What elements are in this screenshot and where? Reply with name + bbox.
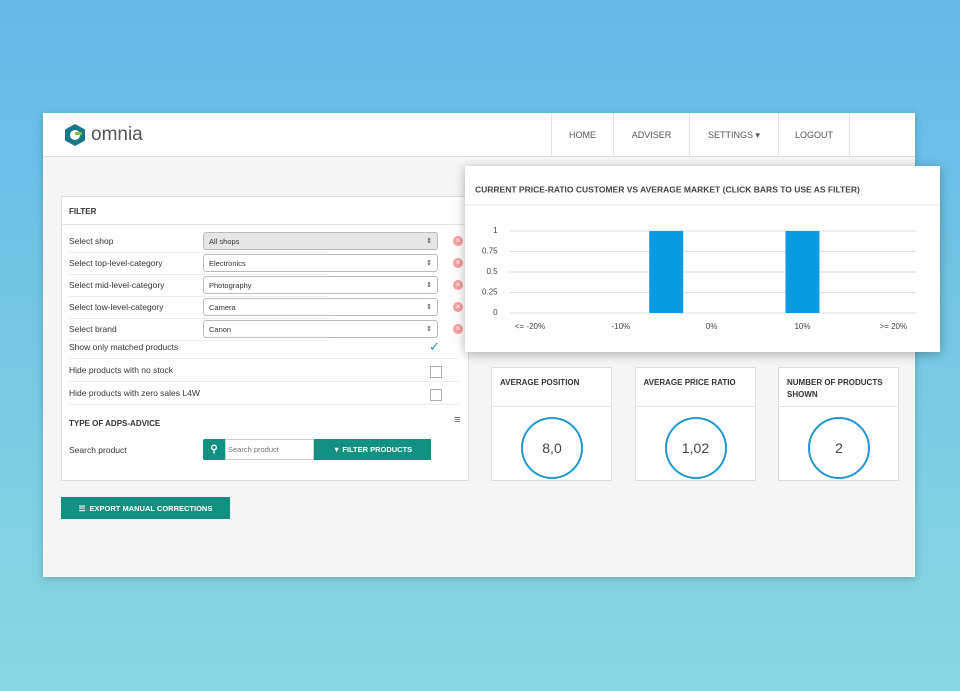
button-label: EXPORT MANUAL CORRECTIONS [89, 503, 213, 513]
bar[interactable] [649, 231, 684, 313]
divider [62, 224, 468, 225]
nav-item[interactable]: LOGOUT [778, 113, 850, 157]
select-arrow: ⇕ [426, 326, 432, 333]
x-tick-label: <= -20% [515, 322, 545, 331]
y-tick-label: 1 [493, 226, 498, 235]
stat-title: AVERAGE POSITION [500, 378, 580, 387]
nav-item[interactable]: ADVISER [613, 113, 689, 157]
nav-label: SETTINGS [707, 130, 753, 140]
button-label: FILTER PRODUCTS [342, 445, 413, 454]
stat-value: 1,02 [664, 417, 727, 479]
divider [779, 406, 898, 407]
divider [69, 404, 459, 405]
select[interactable]: Canon ⇕ [203, 320, 438, 338]
stat-value: 8,0 [521, 417, 583, 479]
stat-card: AVERAGE PRICE RATIO 1,02 [634, 367, 756, 481]
search-button[interactable]: ⚲ [203, 439, 225, 460]
checkbox[interactable] [430, 389, 442, 401]
divider [69, 358, 459, 359]
logo-icon [65, 124, 85, 146]
filter-button[interactable]: ▼ FILTER PRODUCTS [314, 439, 431, 460]
x-tick-label: -10% [611, 322, 630, 331]
check-label: Hide products with no stock [69, 365, 173, 375]
select-value: All shops [209, 237, 240, 246]
x-tick-label: 10% [794, 322, 810, 331]
stat-card: AVERAGE POSITION 8,0 [491, 367, 612, 481]
chart-popup: CURRENT PRICE-RATIO CUSTOMER VS AVERAGE … [465, 166, 940, 352]
y-tick-label: 0.75 [482, 247, 498, 256]
check-label: Show only matched products [69, 342, 179, 352]
chart: CURRENT PRICE-RATIO CUSTOMER VS AVERAGE … [465, 184, 940, 331]
stat-card: NUMBER OF PRODUCTS SHOWN 2 [778, 367, 899, 481]
select-value: Electronics [209, 259, 246, 268]
nav-item[interactable]: SETTINGS ▾ [689, 113, 778, 157]
select[interactable]: Photography ⇕ [203, 276, 438, 294]
stat-title: AVERAGE PRICE RATIO [643, 378, 736, 387]
search-input[interactable] [225, 439, 314, 460]
checkmark[interactable]: ✓ [429, 339, 440, 354]
check-label: Hide products with zero sales L4W [69, 388, 200, 398]
x-tick-label: 0% [706, 322, 718, 331]
select-arrow: ⇕ [426, 304, 432, 311]
divider [69, 318, 329, 319]
select[interactable]: All shops ⇕ [203, 232, 438, 250]
select[interactable]: Electronics ⇕ [203, 254, 438, 272]
stat-value: 2 [808, 417, 870, 479]
bar[interactable] [785, 231, 820, 313]
select-value: Photography [209, 281, 252, 290]
chart-title: CURRENT PRICE-RATIO CUSTOMER VS AVERAGE … [475, 184, 860, 194]
checkbox[interactable] [430, 366, 442, 378]
divider [69, 381, 459, 382]
divider [69, 340, 329, 341]
clear-icon[interactable]: × [453, 258, 463, 268]
filter-panel: FILTER Select shop All shops ⇕ × Select top-… [61, 196, 469, 481]
export-button[interactable]: ☰ EXPORT MANUAL CORRECTIONS [61, 497, 230, 519]
select-value: Camera [209, 303, 236, 312]
select-arrow: ⇕ [426, 260, 432, 267]
nav-item[interactable]: HOME [551, 113, 613, 157]
divider [69, 296, 329, 297]
clear-icon[interactable]: × [453, 302, 463, 312]
clear-icon[interactable]: × [453, 324, 463, 334]
stat-title: NUMBER OF PRODUCTS SHOWN [787, 378, 883, 399]
row-label: Select brand [69, 324, 117, 334]
select-arrow: ⇕ [426, 282, 432, 289]
select[interactable]: Camera ⇕ [203, 298, 438, 316]
y-tick-label: 0.5 [486, 267, 498, 276]
search-label: Search product [69, 445, 127, 455]
y-tick-label: 0.25 [482, 288, 498, 297]
divider [635, 406, 755, 407]
divider [69, 274, 329, 275]
menu-icon[interactable]: ≡ [454, 414, 461, 426]
panel-title: FILTER [69, 207, 97, 216]
row-label: Select mid-level-category [69, 280, 165, 290]
row-label: Select shop [69, 236, 114, 246]
clear-icon[interactable]: × [453, 280, 463, 290]
divider [492, 406, 611, 407]
section-title: TYPE OF ADPS-ADVICE [69, 419, 161, 428]
y-tick-label: 0 [493, 308, 498, 317]
header: omnia HOME ADVISER SETTINGS ▾ LOGOUT [43, 113, 915, 157]
row-label: Select low-level-category [69, 302, 164, 312]
divider [69, 252, 329, 253]
clear-icon[interactable]: × [453, 236, 463, 246]
brand: omnia [91, 124, 143, 145]
row-label: Select top-level-category [69, 258, 163, 268]
select-arrow: ⇕ [426, 238, 432, 245]
select-value: Canon [209, 325, 232, 334]
x-tick-label: >= 20% [880, 322, 908, 331]
